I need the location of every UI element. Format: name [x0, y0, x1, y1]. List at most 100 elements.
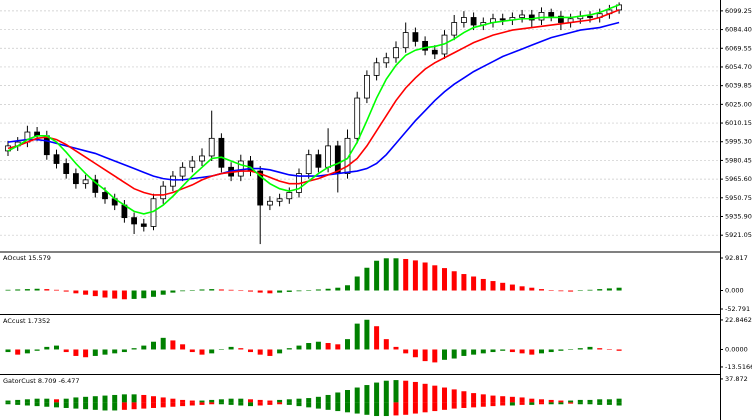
gator-bar — [412, 402, 418, 414]
histogram-bar — [461, 349, 467, 356]
gator-bar — [403, 380, 409, 403]
gator-bar — [471, 393, 477, 403]
gator-bar — [480, 394, 486, 403]
histogram-bar — [422, 349, 428, 362]
histogram-bar — [519, 286, 525, 291]
histogram-bar — [141, 345, 147, 350]
histogram-bar — [257, 290, 263, 293]
gator-bar — [286, 402, 292, 405]
histogram-bar — [383, 258, 389, 291]
histogram-bar — [170, 340, 176, 350]
gator-bar — [131, 394, 137, 403]
gator-bar — [519, 402, 525, 405]
moving-average-line — [7, 21, 620, 181]
indicator-label: ACcust 1.7352 — [3, 317, 50, 325]
histogram-bar — [374, 260, 380, 291]
gator-bar — [73, 397, 79, 403]
histogram-bar — [180, 290, 186, 292]
gator-bar — [112, 402, 118, 411]
histogram-bar — [170, 290, 176, 293]
gator-bar — [199, 400, 205, 403]
histogram-bar — [286, 348, 292, 350]
y-tick-label: 0.000 — [725, 287, 744, 295]
gator-bar — [616, 398, 622, 403]
gator-bar — [442, 402, 447, 410]
gator-bar — [189, 400, 195, 403]
candle-body — [315, 154, 322, 168]
gator-bar — [277, 399, 283, 403]
histogram-bar — [5, 349, 11, 353]
gator-bar — [34, 398, 40, 403]
gator-bar — [73, 402, 79, 409]
y-tick-label: 37.872 — [725, 375, 748, 383]
histogram-bar — [509, 284, 515, 291]
gator-bar — [325, 402, 331, 410]
histogram-bar — [325, 343, 331, 350]
gator-bar — [354, 402, 360, 414]
histogram-bar — [335, 344, 341, 350]
histogram-bar — [63, 349, 69, 353]
gator-bar — [548, 399, 554, 403]
histogram-bar — [121, 349, 127, 353]
y-tick-label: 6039.85 — [725, 82, 752, 90]
candle-body — [451, 22, 458, 36]
gator-bar — [509, 402, 515, 406]
gator-bar — [24, 402, 30, 406]
candle-body — [276, 198, 283, 202]
candle-body — [460, 17, 467, 23]
y-tick-label: 6099.25 — [725, 7, 752, 15]
histogram-bar — [44, 289, 50, 291]
histogram-bar — [548, 349, 554, 353]
gator-bar — [509, 396, 515, 403]
candle-body — [383, 57, 390, 64]
histogram-bar — [277, 290, 283, 293]
gator-bar — [471, 402, 477, 408]
gator-bar — [151, 402, 156, 408]
gator-bar — [422, 383, 428, 403]
y-tick-label: 6069.55 — [725, 44, 752, 52]
histogram-bar — [102, 349, 108, 355]
gator-bar — [548, 402, 554, 405]
candle-body — [63, 163, 70, 174]
gator-bar — [616, 402, 622, 406]
indicator-label: AOcust 15.579 — [3, 254, 51, 262]
y-tick-label: 5935.90 — [725, 213, 752, 221]
y-tick-label: 5965.60 — [725, 175, 752, 183]
histogram-bar — [15, 289, 21, 291]
y-tick-label: -13.5166 — [725, 363, 752, 371]
histogram-bar — [151, 290, 156, 297]
gator-bar — [315, 396, 321, 403]
gator-bar — [480, 402, 486, 407]
gator-bar — [451, 389, 457, 403]
histogram-bar — [121, 290, 127, 300]
histogram-bar — [267, 290, 273, 294]
histogram-bar — [160, 290, 166, 295]
gator-bar — [529, 398, 535, 403]
y-tick-label: 5950.75 — [725, 194, 752, 202]
gator-bar — [335, 392, 341, 403]
histogram-bar — [558, 349, 564, 351]
candle-body — [179, 166, 186, 177]
gator-bar — [422, 402, 428, 413]
histogram-bar — [616, 287, 622, 291]
histogram-bar — [393, 346, 399, 350]
gator-bar — [54, 399, 59, 403]
gator-bar — [218, 402, 224, 405]
gator-bar — [442, 387, 447, 403]
histogram-bar — [267, 349, 273, 356]
y-tick-label: 5980.45 — [725, 156, 752, 164]
candle-body — [208, 137, 215, 157]
y-tick-label: 5995.30 — [725, 138, 752, 146]
candle-body — [499, 18, 506, 21]
gator-bar — [325, 394, 331, 403]
gator-bar — [92, 396, 98, 403]
candle-body — [354, 97, 361, 139]
gator-bar — [238, 398, 244, 403]
histogram-bar — [403, 258, 409, 291]
gator-bar — [267, 402, 273, 405]
histogram-bar — [568, 290, 574, 292]
histogram-bar — [131, 290, 137, 299]
gator-bar — [44, 398, 50, 403]
gator-bar — [112, 394, 118, 403]
candle-body — [218, 137, 225, 168]
